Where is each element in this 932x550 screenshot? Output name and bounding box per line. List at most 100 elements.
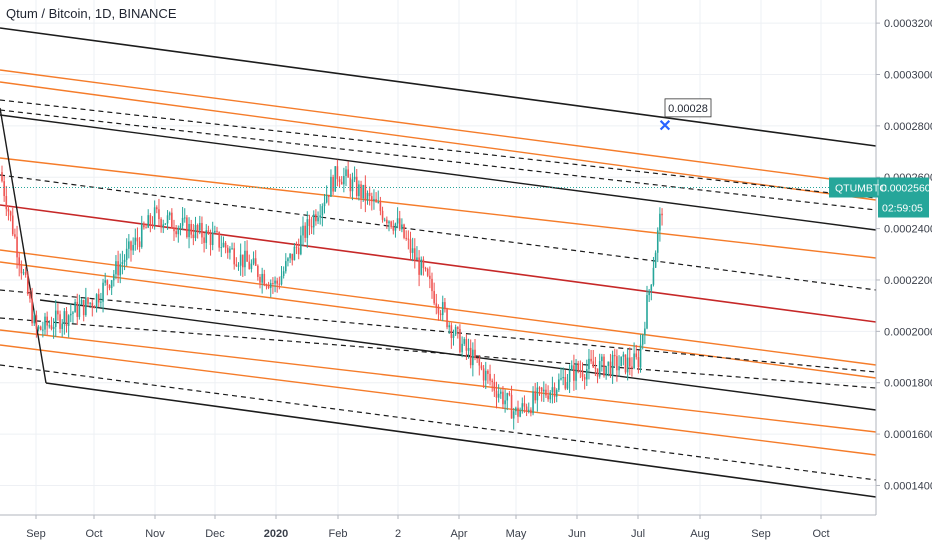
candle-body — [39, 326, 42, 330]
candle-body — [373, 198, 375, 202]
x-tick-label: Oct — [85, 528, 102, 540]
channel-line — [0, 107, 47, 384]
candle-body — [166, 215, 169, 224]
candle-body — [254, 258, 257, 266]
candle-body — [452, 334, 455, 338]
candle-body — [164, 223, 167, 225]
candle-body — [480, 365, 483, 369]
candle-body — [422, 259, 425, 268]
candle-body — [368, 192, 371, 197]
candle-body — [416, 257, 418, 261]
candle-body — [512, 411, 515, 419]
candle-body — [622, 354, 625, 357]
countdown-box — [878, 197, 929, 218]
candle-body — [403, 224, 405, 238]
candle-body — [482, 368, 485, 381]
candle-body — [61, 323, 63, 329]
candle-body — [517, 407, 519, 417]
x-tick-label: May — [506, 528, 527, 540]
candle-body — [433, 291, 435, 304]
candle-body — [631, 366, 633, 369]
candle-body — [151, 224, 154, 226]
candle-body — [106, 280, 109, 286]
candle-body — [353, 176, 356, 180]
candle-body — [497, 393, 500, 398]
candle-body — [555, 389, 558, 397]
candle-body — [390, 221, 392, 227]
y-tick-label: 0.0001800 — [884, 378, 932, 390]
candle-body — [656, 230, 659, 253]
candle-body — [302, 225, 304, 236]
candle-body — [143, 223, 145, 228]
candle-body — [205, 230, 208, 243]
candle-body — [564, 376, 567, 389]
candle-body — [310, 226, 313, 228]
candle-body — [386, 219, 388, 224]
candle-body — [85, 297, 87, 316]
candle-body — [594, 367, 597, 369]
candle-body — [312, 214, 315, 228]
candle-body — [280, 275, 283, 285]
y-tick-label: 0.0001400 — [884, 480, 932, 492]
candle-body — [603, 356, 605, 376]
candle-body — [332, 176, 334, 192]
candle-body — [171, 212, 173, 229]
candle-body — [321, 206, 324, 216]
candle-body — [5, 196, 8, 210]
candle-body — [534, 391, 536, 401]
x-tick-label: 2020 — [264, 528, 288, 540]
y-tick-label: 0.0002800 — [884, 121, 932, 133]
candle-body — [274, 280, 276, 284]
candle-body — [259, 276, 261, 283]
y-tick-label: 0.0001600 — [884, 429, 932, 441]
channel-line — [0, 114, 877, 231]
candle-body — [123, 259, 126, 262]
candle-body — [261, 273, 263, 283]
candle-body — [289, 253, 291, 259]
candle-body — [398, 218, 401, 230]
x-tick-label: Jul — [631, 528, 645, 540]
candle-body — [246, 250, 248, 262]
candle-body — [199, 222, 201, 231]
candle-body — [457, 327, 459, 330]
candle-body — [349, 177, 352, 192]
candle-body — [467, 347, 470, 351]
candle-body — [437, 306, 440, 314]
candle-body — [201, 222, 203, 238]
candle-body — [536, 387, 539, 401]
candle-body — [491, 380, 493, 383]
candle-body — [635, 353, 638, 358]
candle-body — [272, 283, 274, 285]
candle-body — [89, 302, 91, 304]
candle-body — [523, 403, 526, 407]
candle-body — [252, 258, 255, 264]
candle-body — [91, 302, 94, 308]
candle-body — [472, 349, 474, 366]
candle-body — [113, 274, 115, 281]
candle-body — [293, 246, 296, 261]
candle-body — [405, 237, 407, 239]
candle-body — [267, 285, 270, 288]
candle-body — [484, 370, 487, 381]
candle-body — [613, 354, 616, 357]
candle-body — [545, 389, 547, 396]
candle-body — [639, 344, 642, 368]
candle-body — [465, 339, 468, 351]
candle-body — [566, 381, 569, 389]
candle-body — [44, 316, 46, 330]
channel-line — [0, 81, 877, 201]
candle-body — [409, 239, 412, 253]
channel-line — [0, 364, 877, 481]
candle-body — [330, 176, 332, 197]
candle-body — [478, 358, 481, 366]
candle-body — [117, 261, 119, 276]
x-tick-label: 2 — [395, 528, 401, 540]
candle-body — [35, 315, 38, 329]
candle-body — [16, 236, 18, 258]
candle-body — [392, 226, 395, 231]
candle-body — [67, 315, 70, 326]
candle-body — [130, 241, 132, 251]
candle-body — [119, 264, 122, 276]
